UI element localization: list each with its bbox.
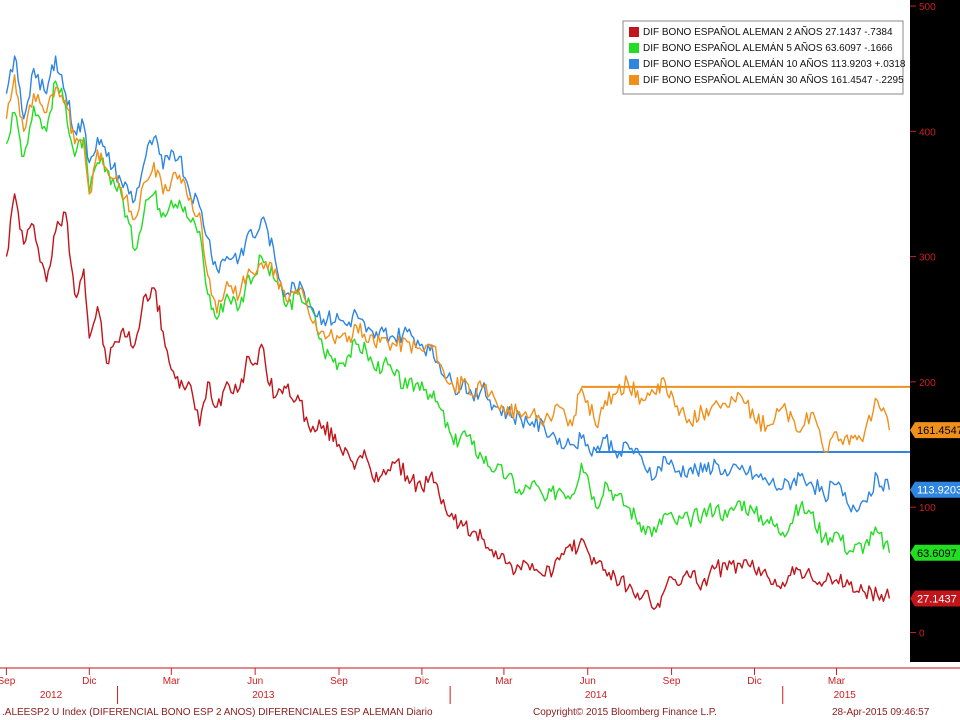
x-axis: Sep Dic Mar Jun Sep Dic Mar Jun Sep Dic Mar 2012 201… [0,668,856,704]
footer-copyright: Copyright© 2015 Bloomberg Finance L.P. [533,707,717,718]
plot-area [0,0,910,662]
legend-swatch [629,43,639,53]
legend-entry: DIF BONO ESPAÑOL ALEMÁN 5 AÑOS 63.6097 -… [643,41,893,54]
y-axis: 0 100 200 300 400 500 [910,2,936,639]
end-label-background [910,590,960,607]
x-tick-label: Sep [663,676,681,687]
end-value-label: 161.4547 [910,422,960,439]
footer-index-text: .ALEESP2 U Index (DIFERENCIAL BONO ESP 2… [2,707,433,718]
legend-entry: DIF BONO ESPAÑOL ALEMÁN 30 AÑOS 161.4547… [643,73,904,86]
x-tick-label: Jun [247,676,263,687]
series-line [5,193,891,610]
x-tick-label: Sep [0,676,16,687]
x-tick-label: Dic [82,676,96,687]
series-line [5,80,891,555]
y-tick-label: 0 [919,628,925,639]
y-tick-label: 100 [919,503,936,514]
end-value-label: 27.1437 [910,590,960,607]
legend-entry: DIF BONO ESPAÑOL ALEMÁN 10 AÑOS 113.9203… [643,57,906,70]
end-label-text: 161.4547 [917,425,960,437]
x-tick-label: Mar [495,676,513,687]
end-label-text: 27.1437 [917,593,957,605]
year-label: 2012 [40,690,63,701]
year-label: 2015 [834,690,857,701]
x-tick-label: Dic [747,676,761,687]
footer-timestamp: 28-Apr-2015 09:46:57 [832,707,930,718]
end-value-label: 63.6097 [910,544,960,561]
legend-swatch [629,75,639,85]
reference-lines [581,385,910,454]
x-tick-label: Mar [163,676,181,687]
x-axis-area [0,662,960,720]
end-label-text: 63.6097 [917,548,957,560]
series-line [5,74,891,454]
x-tick-label: Dic [415,676,429,687]
end-label-text: 113.9203 [917,485,960,497]
y-tick-label: 500 [919,2,936,13]
year-label: 2014 [585,690,608,701]
end-label-background [910,481,960,498]
x-tick-label: Jun [580,676,596,687]
legend-swatch [629,27,639,37]
series-lines [5,55,891,610]
end-label-background [910,422,960,439]
legend-box [622,20,904,95]
y-tick-label: 200 [919,378,936,389]
legend-swatch [629,59,639,69]
x-tick-label: Mar [828,676,846,687]
year-label: 2013 [252,690,275,701]
legend-entry: DIF BONO ESPAÑOL ALEMAN 2 AÑOS 27.1437 -… [643,25,893,38]
legend: DIF BONO ESPAÑOL ALEMAN 2 AÑOS 27.1437 -… [622,20,906,95]
y-tick-label: 300 [919,253,936,264]
end-value-labels: 161.4547 113.9203 63.6097 27.1437 [910,422,960,607]
end-value-label: 113.9203 [910,481,960,498]
x-tick-label: Sep [330,676,348,687]
y-tick-label: 400 [919,127,936,138]
end-label-background [910,544,960,561]
